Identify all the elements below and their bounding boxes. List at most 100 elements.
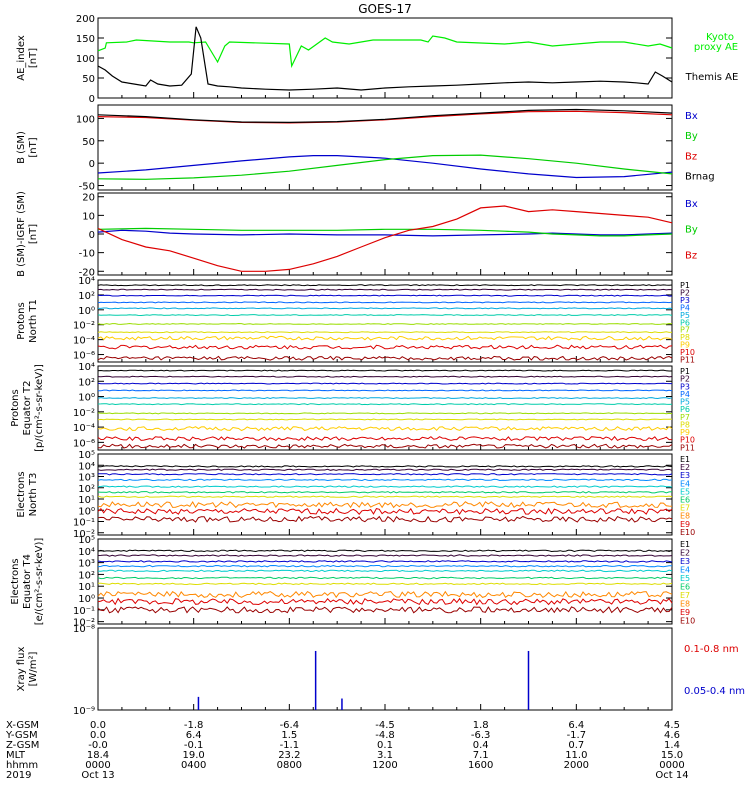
ephemeris-value: 0.0 [90,720,106,731]
electrons_e-series-e6 [97,576,673,580]
electrons_e-legend-e2: E2 [680,549,690,558]
ephemeris-value: 0800 [277,760,302,771]
protons_e-series-p6 [97,403,673,406]
bsm-ylabel: [nT] [28,137,39,157]
bdiff-legend-bz: Bz [685,250,697,261]
electrons_e-ytick-label: 10⁴ [78,547,95,558]
electrons_n-ytick-label: 10⁻¹ [73,518,95,529]
bdiff-legend-bx: Bx [685,199,698,210]
electrons_n-series-e4 [97,478,673,482]
electrons_n-ytick-label: 10⁴ [78,461,95,472]
protons_e-ytick-label: 10⁴ [78,362,95,373]
bsm-series-bx [97,155,673,179]
electrons_n-series-e9 [97,507,673,516]
bsm-ytick-label: 50 [82,137,95,148]
protons_e-series-p7 [97,412,673,415]
protons_n-series-p1 [97,284,673,287]
electrons_n-legend-e7: E7 [680,504,690,513]
electrons_n-legend-e6: E6 [680,496,690,505]
ephemeris-value: -6.4 [280,720,300,731]
protons_e-legend-p5: P5 [680,398,690,407]
bdiff-series-by [97,227,673,237]
electrons_n-series-e7 [97,495,673,498]
ephemeris-value: Oct 14 [655,770,688,781]
protons_n-series-p3 [97,294,673,297]
bsm-ytick-label: 0 [89,159,95,170]
electrons_n-ytick-label: 10⁻² [73,529,95,540]
protons_e-legend-p8: P8 [680,420,690,429]
protons_n-legend-p7: P7 [680,326,690,335]
electrons_e-ylabel: Electrons [10,558,21,604]
ephemeris-value: 1600 [468,760,493,771]
electrons_e-series-e9 [97,597,673,606]
protons_e-legend-p10: P10 [680,436,695,445]
ae-series-kyoto-proxy-ae [97,35,673,69]
ae-series-themis-ae [97,26,673,91]
protons_e-series-p4 [98,389,673,392]
electrons_e-series-e5 [97,569,673,573]
bdiff-ytick-label: -20 [79,267,95,278]
bdiff-series-bx [97,229,673,237]
bsm-ytick-label: -50 [79,182,95,193]
bsm-ylabel: B (SM) [16,131,27,164]
ephemeris-value: 0000 [659,760,684,771]
protons_n-legend-p2: P2 [680,288,690,297]
protons_n-legend-p8: P8 [680,333,690,342]
electrons_e-legend-e10: E10 [680,617,695,626]
electrons_n-ytick-label: 10¹ [78,495,95,506]
xray-ylabel: Xray flux [16,647,27,692]
bsm-legend-bx: Bx [685,111,698,122]
ephemeris-value: 1.5 [281,730,297,741]
ephemeris-value: 0.0 [90,730,106,741]
ephemeris-value: 7.1 [473,750,489,761]
electrons_n-legend-e9: E9 [680,520,690,529]
protons_n-series-p5 [98,307,673,310]
ephemeris-value: 2000 [564,760,589,771]
chart-title: GOES-17 [358,2,412,16]
protons_e-ylabel: [p/(cm²-s-sr-keV)] [34,364,45,452]
ephemeris-value: Oct 13 [81,770,114,781]
ephemeris-value: -0.0 [88,740,108,751]
electrons_n-ytick-label: 10⁰ [78,506,95,517]
protons_e-legend-p7: P7 [680,413,690,422]
electrons_n-legend-e2: E2 [680,463,690,472]
protons_e-legend-p9: P9 [680,428,690,437]
bdiff-ylabel: [nT] [28,224,39,244]
electrons_e-legend-e6: E6 [680,583,690,592]
ephemeris-value: -1.7 [567,730,587,741]
protons_n-legend-p9: P9 [680,341,690,350]
bdiff-ylabel: B (SM)-IGRF (SM) [16,191,27,277]
protons_n-ytick-label: 10⁻² [73,321,95,332]
bdiff-ytick-label: -10 [79,249,95,260]
ae-ytick-label: 0 [89,94,95,105]
protons_e-series-p5 [97,397,673,400]
electrons_e-ytick-label: 10⁰ [78,594,95,605]
bsm-series-brnag [97,108,673,124]
electrons_e-series-e10 [97,606,673,614]
electrons_e-ytick-label: 10⁻² [73,618,95,629]
ae-legend-themis: Themis AE [685,72,739,83]
protons_e-series-p10 [97,435,672,442]
electrons_e-series-e8 [97,590,673,599]
xray-legend-item: 0.1-0.8 nm [684,644,739,655]
electrons_n-ytick-label: 10⁵ [78,450,95,461]
electrons_n-ytick-label: 10³ [78,473,95,484]
ephemeris-value: 23.2 [278,750,300,761]
bdiff-legend-by: By [685,225,698,236]
electrons_n-series-e10 [97,515,673,523]
ephemeris-value: 1.4 [664,740,680,751]
ae-legend-kyoto: Kyoto [706,32,734,43]
electrons_n-legend-e1: E1 [680,455,690,464]
protons_n-series-p10 [97,344,673,350]
electrons_n-series-e2 [97,468,673,471]
electrons_n-legend-e3: E3 [680,471,690,480]
protons_n-legend-p4: P4 [680,303,690,312]
protons_e-legend-p3: P3 [680,382,690,391]
protons_e-series-p11 [97,443,673,449]
ephemeris-value: 4.5 [664,720,680,731]
ephemeris-row-label: 2019 [6,770,31,781]
xray-legend-item: 0.05-0.4 nm [684,686,745,697]
ae-ytick-label: 100 [76,54,95,65]
electrons_e-legend-e7: E7 [680,591,690,600]
ephemeris-value: 0.1 [377,740,393,751]
